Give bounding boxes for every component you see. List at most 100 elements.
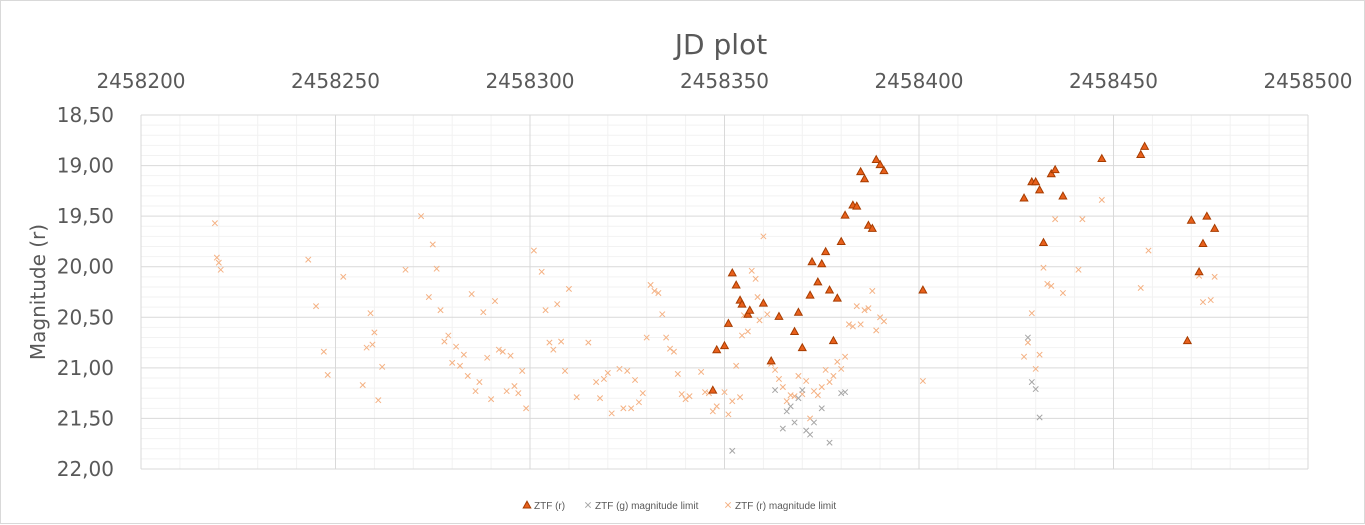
- g-limit-point: [799, 387, 806, 394]
- r-limit-point: [701, 389, 709, 396]
- r-limit-point: [775, 375, 783, 383]
- r-limit-point: [721, 389, 728, 396]
- y-tick-label: 18,50: [57, 103, 114, 127]
- r-limit-point: [698, 368, 705, 375]
- r-limit-point: [756, 317, 763, 324]
- r-limit-point: [674, 370, 681, 377]
- r-limit-point: [834, 358, 841, 365]
- r-limit-point: [1036, 351, 1043, 358]
- r-limit-point: [830, 372, 837, 380]
- r-limit-point: [437, 307, 444, 314]
- y-tick-label: 22,00: [57, 457, 114, 481]
- ztf-r-point: [863, 220, 874, 229]
- r-limit-point: [558, 338, 565, 345]
- g-limit-point: [1024, 334, 1031, 341]
- g-limit-point: [783, 408, 790, 415]
- r-limit-point: [857, 321, 864, 328]
- legend-marker-r-limit: [724, 501, 732, 509]
- y-tick-label: 19,50: [57, 204, 114, 228]
- chart-title: JD plot: [673, 28, 767, 61]
- r-limit-point: [1075, 266, 1082, 273]
- y-tick-label: 20,00: [57, 255, 114, 279]
- ztf-r-point: [1136, 149, 1146, 158]
- r-limit-point: [441, 338, 448, 345]
- r-limit-point: [666, 345, 674, 352]
- x-tick-label: 2458200: [96, 69, 185, 93]
- r-limit-point: [663, 334, 670, 341]
- g-limit-point: [818, 405, 825, 412]
- ztf-r-point: [832, 293, 842, 302]
- ztf-r-point: [840, 210, 850, 219]
- r-limit-point: [670, 348, 677, 355]
- r-limit-point: [1145, 247, 1152, 254]
- r-limit-point: [655, 289, 662, 297]
- x-tick-label: 2458500: [1263, 69, 1352, 93]
- r-limit-point: [744, 328, 751, 335]
- x-tick-label: 2458250: [291, 69, 380, 93]
- r-limit-point: [760, 233, 767, 240]
- r-limit-point: [849, 323, 856, 330]
- ztf-r-point: [879, 165, 889, 175]
- ztf-r-point: [1034, 185, 1045, 194]
- r-limit-point: [433, 265, 440, 272]
- r-limit-point: [445, 332, 452, 339]
- r-limit-point: [453, 343, 460, 350]
- r-limit-point: [495, 346, 502, 353]
- r-limit-point: [659, 311, 666, 318]
- r-limit-point: [211, 220, 218, 227]
- ztf-r-point: [805, 290, 815, 299]
- r-limit-point: [822, 366, 829, 373]
- r-limit-point: [1052, 216, 1059, 223]
- axes: 2458200 2458250 2458300 2458350 2458400 24584…: [57, 69, 1353, 481]
- legend-marker-ztf-r: [522, 500, 532, 509]
- y-tick-label: 21,00: [57, 356, 114, 380]
- r-limit-point: [838, 365, 845, 372]
- r-limit-point: [305, 256, 312, 263]
- r-limit-point: [733, 362, 740, 369]
- r-limit-point: [359, 381, 366, 389]
- r-limit-point: [814, 392, 821, 399]
- ztf-r-point: [836, 236, 846, 245]
- ztf-r-point: [1058, 191, 1068, 200]
- y-axis-title: Magnitude (r): [26, 224, 50, 360]
- r-limit-point: [449, 359, 456, 366]
- ztf-r-point: [859, 173, 870, 183]
- r-limit-point: [1059, 289, 1066, 297]
- ztf-r-point: [1209, 223, 1220, 232]
- g-limit-point: [787, 403, 794, 410]
- r-limit-point: [865, 305, 872, 312]
- r-limit-point: [464, 372, 471, 380]
- r-limit-point: [542, 307, 549, 314]
- g-limit-point: [779, 425, 786, 432]
- r-limit-point: [748, 267, 755, 274]
- ztf-r-point: [871, 154, 881, 164]
- r-limit-point: [600, 375, 607, 383]
- ztf-r-point: [723, 318, 734, 327]
- grid-lines: [140, 114, 1309, 470]
- legend-label-r-limit: ZTF (r) magnitude limit: [735, 501, 836, 512]
- r-limit-point: [375, 397, 382, 404]
- r-limit-point: [709, 408, 716, 415]
- ztf-r-point: [1031, 176, 1041, 186]
- r-limit-point: [686, 393, 693, 400]
- legend: ZTF (r) ZTF (g) magnitude limit ZTF (r) ma…: [522, 500, 836, 512]
- r-limit-point: [593, 378, 600, 386]
- r-limit-point: [624, 367, 631, 374]
- r-limit-point: [772, 366, 779, 373]
- r-limit-point: [752, 275, 759, 282]
- r-limit-point: [1040, 264, 1047, 271]
- r-limit-point: [523, 405, 530, 412]
- r-limit-point: [363, 344, 370, 351]
- r-limit-point: [324, 371, 331, 378]
- ztf-r-point: [743, 309, 753, 318]
- data-series: [211, 141, 1220, 454]
- r-limit-point: [369, 341, 376, 348]
- x-tick-label: 2458450: [1069, 69, 1158, 93]
- legend-marker-g-limit: [584, 501, 592, 509]
- ztf-r-point: [824, 285, 835, 294]
- r-limit-point: [546, 339, 553, 346]
- ztf-r-point: [1139, 141, 1150, 150]
- r-limit-point: [507, 352, 514, 359]
- r-limit-point: [503, 388, 510, 395]
